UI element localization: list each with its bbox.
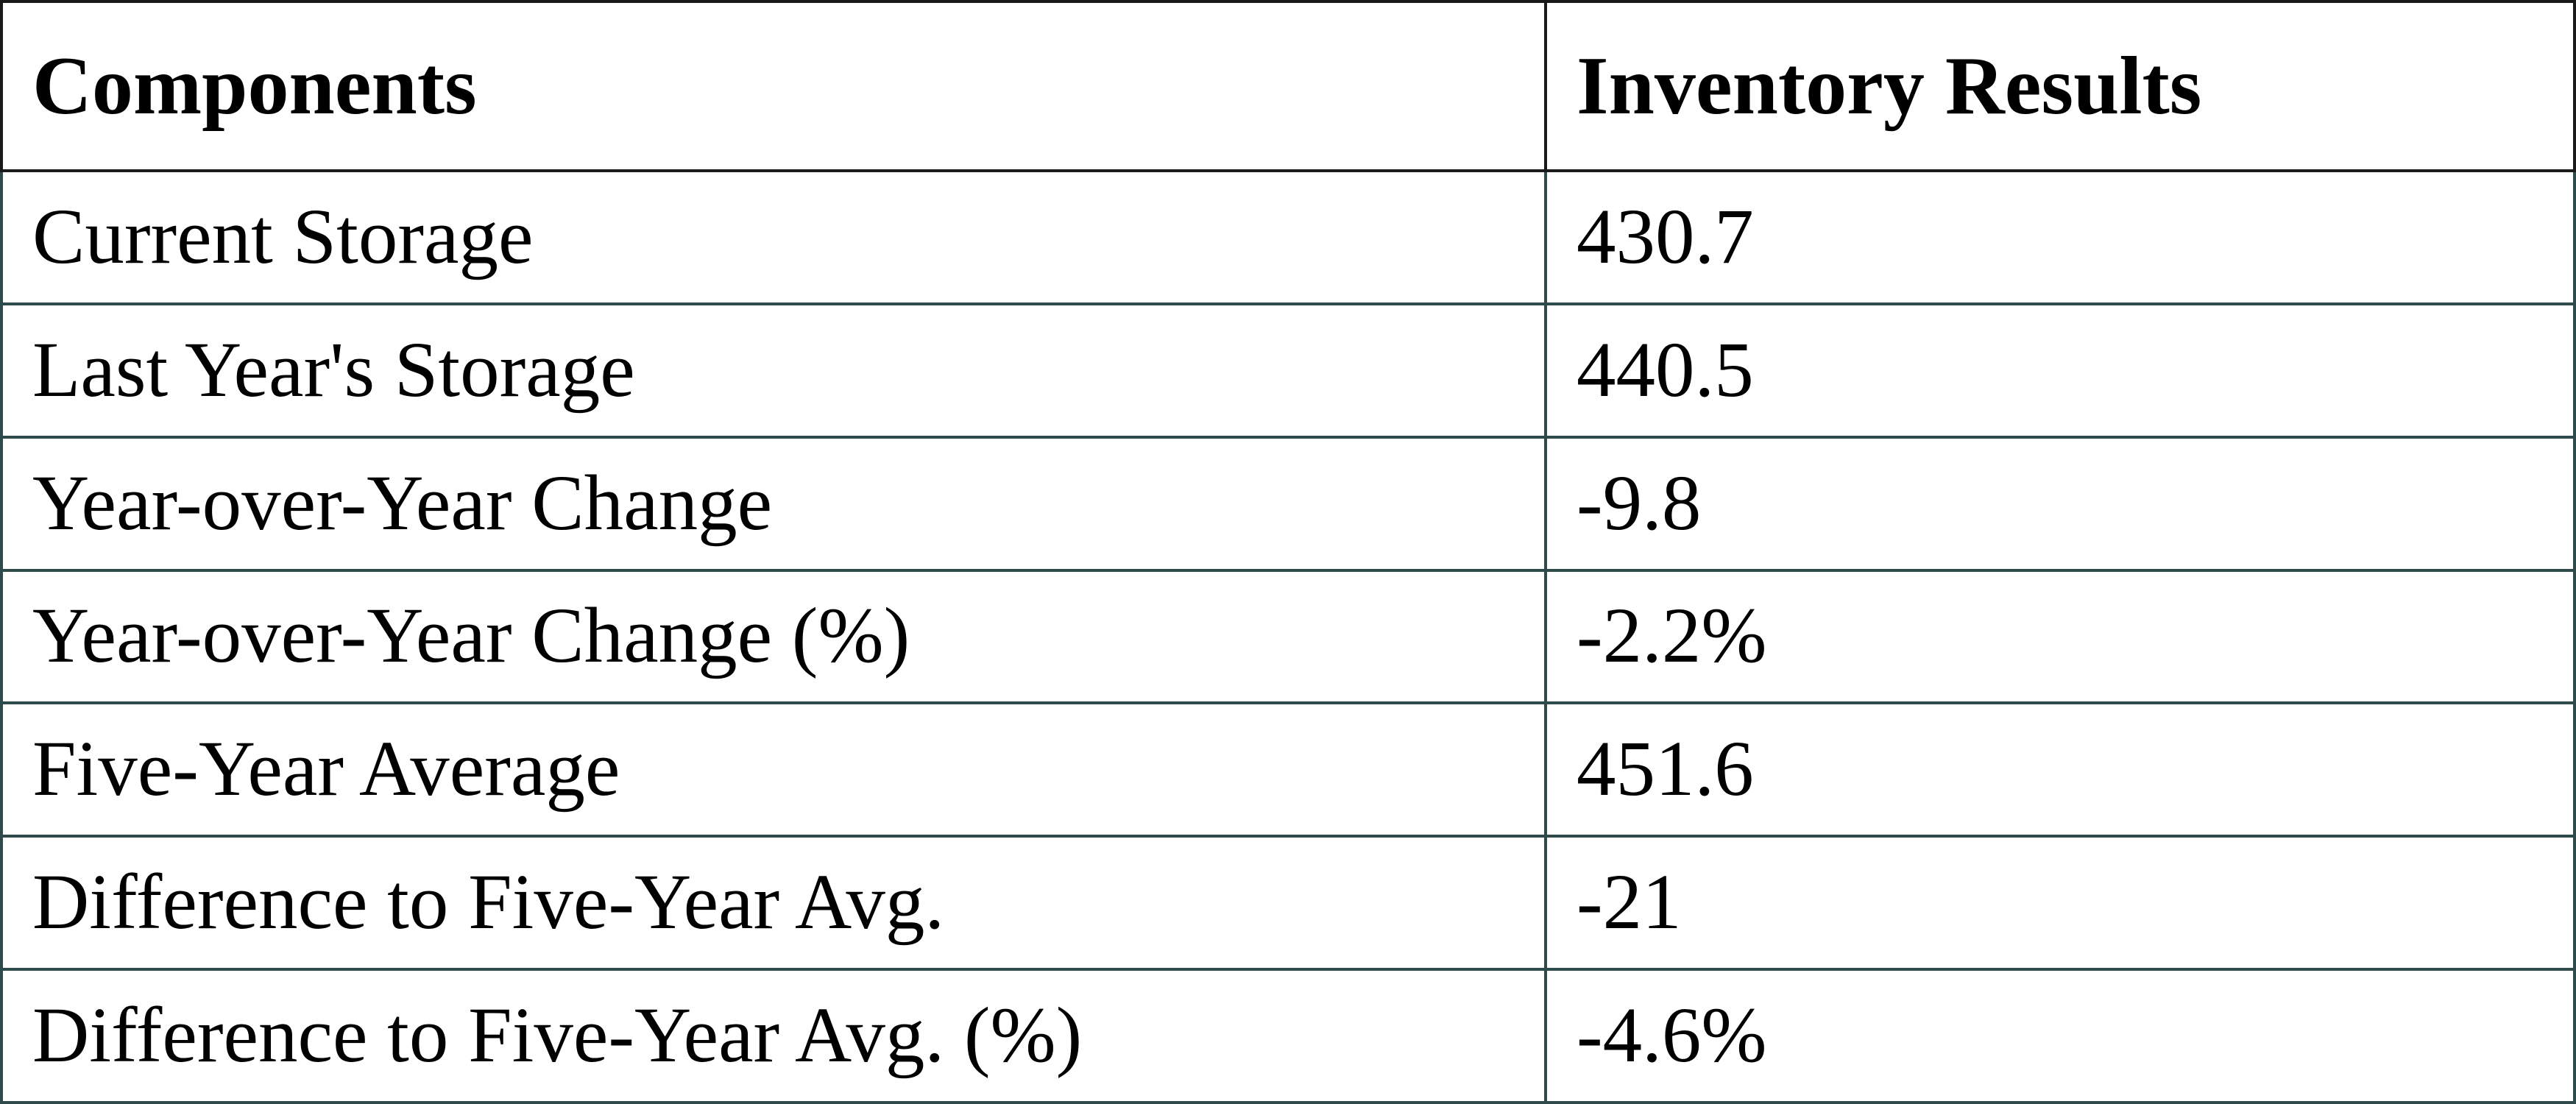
component-cell: Difference to Five-Year Avg. bbox=[0, 835, 1547, 972]
header-cell: Inventory Results bbox=[1544, 0, 2576, 172]
table-row: Year-over-Year Change -9.8 bbox=[0, 435, 2576, 572]
component-cell: Year-over-Year Change bbox=[0, 435, 1547, 572]
table-row: Year-over-Year Change (%) -2.2% bbox=[0, 568, 2576, 705]
table-row: Difference to Five-Year Avg. (%) -4.6% bbox=[0, 968, 2576, 1104]
table-row: Five-Year Average 451.6 bbox=[0, 701, 2576, 838]
result-cell: -21 bbox=[1544, 835, 2576, 972]
result-cell: 451.6 bbox=[1544, 701, 2576, 838]
result-cell: -4.6% bbox=[1544, 968, 2576, 1104]
component-cell: Last Year's Storage bbox=[0, 302, 1547, 439]
result-cell: -9.8 bbox=[1544, 435, 2576, 572]
result-cell: 430.7 bbox=[1544, 169, 2576, 305]
component-cell: Year-over-Year Change (%) bbox=[0, 568, 1547, 705]
result-cell: -2.2% bbox=[1544, 568, 2576, 705]
table-row: Current Storage 430.7 bbox=[0, 169, 2576, 305]
component-cell: Five-Year Average bbox=[0, 701, 1547, 838]
result-cell: 440.5 bbox=[1544, 302, 2576, 439]
table-head: Components Inventory Results bbox=[0, 0, 2576, 172]
table-row: Difference to Five-Year Avg. -21 bbox=[0, 835, 2576, 972]
header-row: Components Inventory Results bbox=[0, 0, 2576, 172]
component-cell: Current Storage bbox=[0, 169, 1547, 305]
table-row: Last Year's Storage 440.5 bbox=[0, 302, 2576, 439]
table-body: Current Storage 430.7 Last Year's Storage 4… bbox=[0, 169, 2576, 1104]
component-cell: Difference to Five-Year Avg. (%) bbox=[0, 968, 1547, 1104]
header-cell: Components bbox=[0, 0, 1547, 172]
